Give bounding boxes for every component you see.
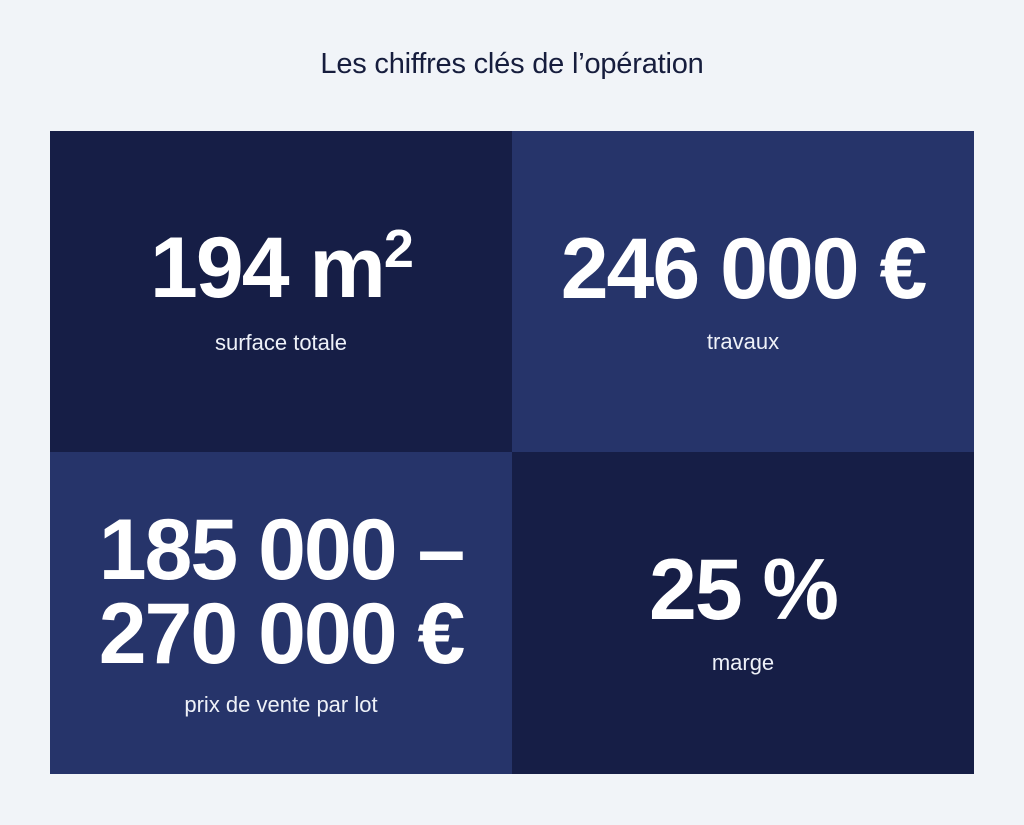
tile-value-line1: 185 000 –: [98, 502, 466, 598]
tile-surface: 194 m2 surface totale: [50, 131, 512, 452]
tile-value: 194 m2: [150, 222, 414, 311]
page-title: Les chiffres clés de l’opération: [320, 48, 704, 80]
tile-label: travaux: [706, 328, 780, 354]
tile-value: 246 000 €: [560, 220, 928, 317]
value-text: 194 m: [150, 219, 386, 316]
tile-label: prix de vente par lot: [184, 692, 378, 717]
value-superscript: 2: [383, 218, 414, 279]
tile-travaux: 246 000 € travaux: [512, 131, 974, 452]
tile-label: surface totale: [214, 329, 348, 355]
key-figures-grid: 194 m2 surface totale 246 000 € travaux …: [50, 131, 974, 774]
tile-label: marge: [711, 650, 775, 675]
tile-prix-vente: 185 000 – 270 000 € prix de vente par lo…: [50, 452, 512, 774]
tile-marge: 25 % marge: [512, 452, 974, 774]
tile-value: 25 %: [648, 542, 839, 638]
tile-value-line2: 270 000 €: [98, 586, 466, 682]
